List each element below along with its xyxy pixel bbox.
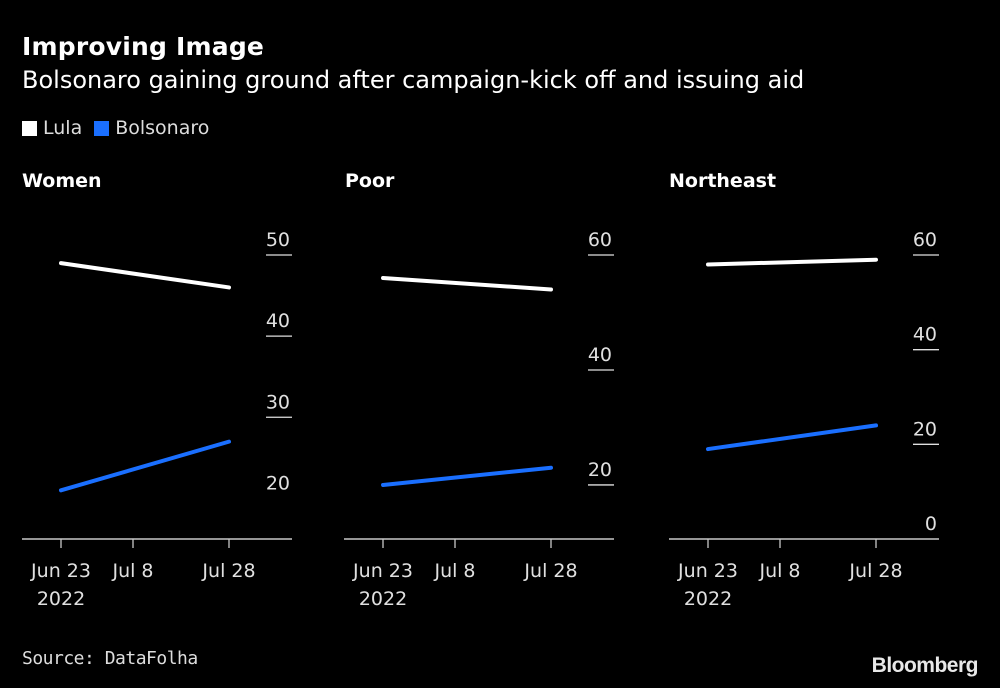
legend-swatch-lula <box>22 120 37 136</box>
y-tick-label-poor: 60 <box>588 229 612 251</box>
series-line-bolsonaro-poor <box>381 465 553 487</box>
legend-item-bolsonaro: Bolsonaro <box>94 117 209 139</box>
series-line-bolsonaro-northeast <box>706 423 878 452</box>
y-tick-label-northeast: 20 <box>913 418 937 440</box>
panel-title-women: Women <box>22 170 102 192</box>
y-tick-label-poor: 20 <box>588 459 612 481</box>
series-line-lula-women <box>59 261 231 290</box>
source-note: Source: DataFolha <box>22 648 198 669</box>
y-tick-label-women: 30 <box>266 391 290 413</box>
x-tick-label-northeast: Jul 8 <box>758 560 800 582</box>
y-tick-label-poor: 40 <box>588 344 612 366</box>
chart-subtitle: Bolsonaro gaining ground after campaign-… <box>22 66 805 94</box>
x-tick-label-women: Jul 28 <box>201 560 255 582</box>
panel-title-northeast: Northeast <box>669 170 777 192</box>
legend-swatch-bolsonaro <box>94 120 110 136</box>
chart-title: Improving Image <box>22 32 265 61</box>
legend-label-lula: Lula <box>43 117 83 139</box>
x-tick-label-poor: Jun 23 <box>352 560 413 582</box>
x-tick-label-women: Jul 8 <box>111 560 153 582</box>
y-tick-label-women: 50 <box>266 229 290 251</box>
x-tick-year-label-northeast: 2022 <box>684 588 732 610</box>
y-tick-label-women: 20 <box>266 472 290 494</box>
legend-label-bolsonaro: Bolsonaro <box>115 117 210 139</box>
series-line-lula-poor <box>381 275 553 292</box>
y-tick-label-women: 40 <box>266 310 290 332</box>
x-tick-label-women: Jun 23 <box>30 560 91 582</box>
x-tick-label-northeast: Jul 28 <box>848 560 902 582</box>
x-tick-label-poor: Jul 28 <box>523 560 577 582</box>
series-line-bolsonaro-women <box>59 439 231 493</box>
y-tick-label-northeast: 40 <box>913 324 937 346</box>
x-tick-year-label-poor: 2022 <box>359 588 407 610</box>
x-tick-year-label-women: 2022 <box>37 588 85 610</box>
bloomberg-logo: Bloomberg <box>871 654 979 677</box>
y-tick-label-northeast: 0 <box>925 513 937 535</box>
legend: Lula Bolsonaro <box>22 117 221 139</box>
x-tick-label-poor: Jul 8 <box>433 560 475 582</box>
panel-title-poor: Poor <box>345 170 395 192</box>
y-tick-label-northeast: 60 <box>913 229 937 251</box>
legend-item-lula: Lula <box>22 117 82 139</box>
series-line-lula-northeast <box>706 257 878 267</box>
x-tick-label-northeast: Jun 23 <box>677 560 738 582</box>
